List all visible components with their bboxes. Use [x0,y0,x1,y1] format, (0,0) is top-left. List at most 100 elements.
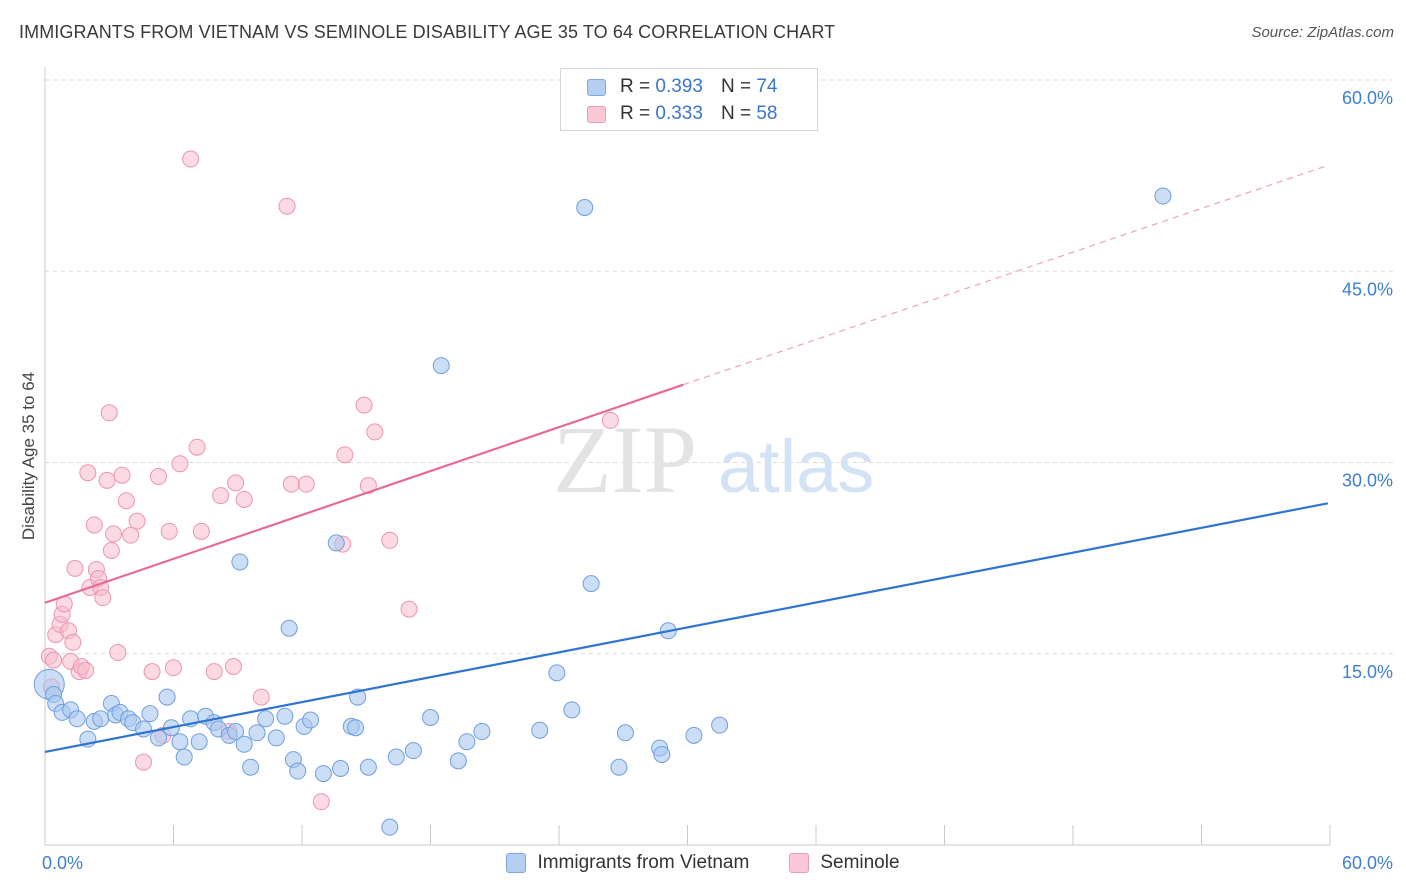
vietnam-point [576,199,594,216]
seminole-trend-line [44,383,684,604]
legend-n-label: N = [720,103,752,124]
chart-title: IMMIGRANTS FROM VIETNAM VS SEMINOLE DISA… [19,22,836,42]
seminole-point [282,475,300,493]
vietnam-point [175,748,193,766]
vietnam-point [653,745,671,763]
vietnam-point [332,760,350,777]
vietnam-point [347,719,365,737]
seminole-point [297,475,315,493]
legend-n-label: N = [720,76,752,97]
vietnam-point [267,729,285,747]
tick-labels: 15.0% 30.0% 45.0% 60.0% 0.0% 60.0% [42,88,1393,873]
seminole-point [66,559,84,577]
vietnam-point [289,762,307,780]
vietnam-point [158,688,176,706]
seminole-point [278,197,296,215]
y-tick-label: 30.0% [1342,471,1393,491]
seminole-point [109,643,127,661]
seminole-point [150,468,168,486]
vietnam-point [242,758,260,776]
seminole-point [192,522,210,540]
source-label: Source: ZipAtlas.com [1251,24,1394,41]
x-tick-label: 60.0% [1342,853,1393,873]
grid-lines [45,79,1395,655]
legend-item-vietnam: Immigrants from Vietnam [506,852,749,874]
vietnam-point [685,726,703,744]
vietnam-point [231,553,249,571]
seminole-point [94,589,112,607]
vietnam-point [404,742,422,760]
legend-n-value: 74 [756,76,778,97]
vietnam-point [387,748,405,766]
vietnam-point [68,710,86,728]
seminole-point [105,525,123,543]
seminole-point [224,658,242,675]
vietnam-point [92,710,110,728]
vietnam-point [582,575,600,593]
legend-swatch-blue [506,853,527,873]
vietnam-point [280,619,298,637]
legend-row-seminole: R = 0.333 N = 58 [587,102,777,126]
seminole-point [336,446,354,464]
seminole-point [359,476,377,494]
watermark-atlas: atlas [718,425,874,508]
legend-r-value: 0.393 [655,76,703,97]
seminole-point [252,688,270,706]
seminole-point [45,651,63,669]
seminole-point [64,633,82,651]
vietnam-point [227,723,245,741]
watermark: ZIP atlas [553,406,874,513]
seminole-point [98,471,116,489]
vietnam-point [248,724,266,742]
vietnam-point [1154,187,1172,205]
series-legend: Immigrants from Vietnam Seminole [0,852,1406,874]
vietnam-point [616,724,634,742]
seminole-point [188,438,206,456]
vietnam-point [711,716,729,734]
vietnam-point [548,664,566,682]
vietnam-point [302,711,320,729]
vietnam-point [141,705,159,723]
seminole-point [117,492,135,510]
seminole-point [122,526,140,544]
vietnam-point [610,758,628,776]
seminole-point [143,663,161,681]
seminole-point [235,490,253,508]
watermark-zip: ZIP [553,406,697,513]
legend-swatch-blue [587,78,606,96]
vietnam-point [171,733,189,751]
vietnam-point [381,818,399,836]
legend-row-vietnam: R = 0.393 N = 74 [587,75,777,99]
legend-r-value: 0.333 [655,103,703,124]
seminole-point [160,522,178,540]
seminole-point [212,487,230,505]
legend-item-seminole: Seminole [789,852,900,874]
vietnam-point [327,534,345,552]
vietnam-point [458,733,476,751]
legend-n-value: 58 [756,103,778,124]
legend-label-seminole: Seminole [820,852,900,873]
y-tick-label: 15.0% [1342,662,1393,682]
vietnam-point [235,735,253,753]
seminole-point [400,600,418,618]
seminole-point [227,474,245,492]
seminole-point [165,659,182,677]
x-tick-label: 0.0% [42,853,83,873]
vietnam-point [432,357,450,375]
seminole-point [312,793,330,811]
stats-legend: R = 0.393 N = 74 R = 0.333 N = 58 [560,68,818,131]
legend-r-label: R = [620,76,651,97]
seminole-trend-extension [683,164,1329,386]
vietnam-point [473,723,491,741]
vietnam-point [190,733,208,751]
y-tick-label: 60.0% [1342,88,1393,108]
seminole-point [77,661,95,679]
vietnam-point [314,765,332,783]
seminole-point [601,411,619,429]
seminole-point [182,150,200,168]
seminole-point [79,464,97,482]
seminole-point [171,455,189,473]
seminole-point [205,663,223,681]
seminole-point [113,466,131,484]
